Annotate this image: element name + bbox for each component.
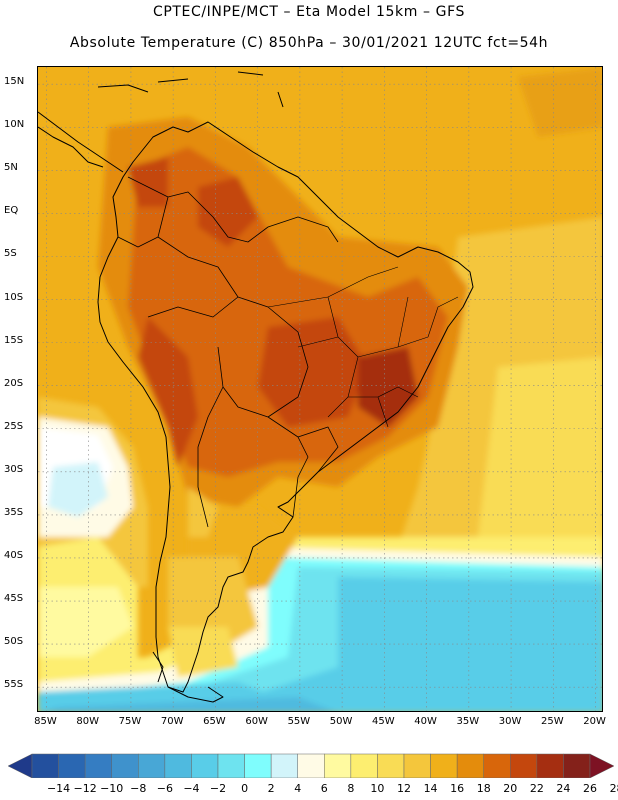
band-24c-central	[258, 317, 368, 427]
lon-label: 30W	[498, 716, 522, 727]
colorbar-box	[324, 753, 352, 778]
lon-label: 25W	[541, 716, 564, 727]
colorbar-box	[138, 753, 166, 778]
lon-label: 85W	[34, 716, 57, 727]
lat-label: 5N	[4, 162, 18, 174]
lat-label: 5S	[4, 248, 17, 260]
band-m2c-drake	[44, 697, 333, 711]
lon-label: 60W	[245, 716, 268, 727]
band-10c-pacific-south	[38, 587, 133, 657]
colorbar-over-arrow	[589, 753, 615, 778]
colorbar-box	[377, 753, 405, 778]
colorbar-label: −8	[130, 782, 147, 795]
colorbar-label: 24	[556, 782, 571, 795]
colorbar-box	[510, 753, 538, 778]
map-title-line-1: CPTEC/INPE/MCT – Eta Model 15km – GFS	[152, 4, 466, 20]
lon-label: 80W	[76, 716, 99, 727]
lon-label: 40W	[414, 716, 437, 727]
colorbar-box	[191, 753, 219, 778]
colorbar-label: 2	[267, 782, 275, 795]
colorbar-label: −14	[46, 782, 71, 795]
band-24c-colombia	[128, 157, 168, 207]
lon-label: 70W	[160, 716, 184, 727]
lat-label: 15S	[4, 334, 24, 346]
lat-label: 45S	[4, 593, 24, 605]
band-14c-patagonia	[168, 627, 238, 677]
lat-label: 55S	[4, 679, 24, 691]
colorbar-label: 18	[476, 782, 491, 795]
colorbar-label: 22	[529, 782, 544, 795]
colorbar-under-arrow	[7, 753, 33, 778]
lat-label: 25S	[4, 420, 24, 432]
colorbar-box	[536, 753, 564, 778]
colorbar-box	[164, 753, 192, 778]
lat-label: 10S	[4, 291, 24, 303]
colorbar-label: 8	[347, 782, 355, 795]
central-america-coastline	[38, 111, 124, 173]
lon-label: 50W	[329, 716, 353, 727]
colorbar-box	[244, 753, 272, 778]
lat-label: 30S	[4, 463, 24, 475]
lon-label: 75W	[118, 716, 142, 727]
colorbar-box	[111, 753, 139, 778]
coastlines	[38, 71, 474, 703]
temperature-map	[37, 66, 603, 712]
colorbar-box	[350, 753, 378, 778]
colorbar-box	[217, 753, 245, 778]
colorbar-label: 20	[503, 782, 518, 795]
colorbar-box	[483, 753, 511, 778]
colorbar-label: 16	[450, 782, 465, 795]
lat-label: 20S	[4, 377, 24, 389]
brazil-state-borders	[267, 266, 459, 428]
colorbar-box	[430, 753, 458, 778]
temperature-field-svg	[38, 67, 602, 711]
country-borders	[117, 176, 339, 528]
band-24c-north	[198, 177, 258, 247]
band-26c-central	[358, 347, 418, 427]
colorbar-label: 6	[320, 782, 328, 795]
south-america-coastline	[97, 121, 474, 693]
colorbar-label: −2	[209, 782, 227, 795]
colorbar-label: −10	[100, 782, 124, 795]
colorbar	[7, 753, 615, 778]
colorbar-label: 14	[423, 782, 438, 795]
colorbar-box	[58, 753, 86, 778]
caribbean-islands	[97, 71, 284, 108]
colorbar-box	[456, 753, 484, 778]
colorbar-label: −6	[156, 782, 173, 795]
colorbar-box	[403, 753, 431, 778]
band-16c-pampas	[188, 487, 218, 537]
lat-label: 50S	[4, 636, 24, 648]
colorbar-label: 26	[583, 782, 597, 795]
band-24c-andes	[138, 317, 198, 467]
lon-label: 55W	[287, 716, 311, 727]
lat-label: 15N	[4, 76, 25, 88]
colorbar-box	[270, 753, 298, 778]
lon-label: 65W	[203, 716, 226, 727]
colorbar-label: 10	[370, 782, 385, 795]
colorbar-label: −4	[183, 782, 200, 795]
band-14c-atlantic	[478, 357, 602, 537]
lat-label: 35S	[4, 506, 24, 518]
band-18c-north	[518, 67, 602, 137]
colorbar-label: −12	[73, 782, 97, 795]
lon-label: 35W	[456, 716, 480, 727]
colorbar-label: 28	[609, 782, 618, 795]
lon-label: 20W	[583, 716, 606, 727]
band-4c-pacific	[48, 462, 108, 517]
lon-label: 45W	[372, 716, 395, 727]
tierra-del-fuego	[152, 651, 224, 703]
colorbar-label: 4	[294, 782, 302, 795]
map-title-line-2: Absolute Temperature (C) 850hPa – 30/01/…	[69, 35, 549, 51]
lat-label: 10N	[4, 119, 25, 131]
colorbar-label: 12	[397, 782, 411, 795]
lat-label: EQ	[4, 205, 19, 217]
colorbar-box	[31, 753, 59, 778]
colorbar-label: 0	[241, 782, 249, 795]
colorbar-box	[563, 753, 591, 778]
lat-label: 40S	[4, 549, 24, 561]
colorbar-box	[297, 753, 325, 778]
colorbar-box	[84, 753, 112, 778]
temperature-shading	[38, 67, 602, 711]
